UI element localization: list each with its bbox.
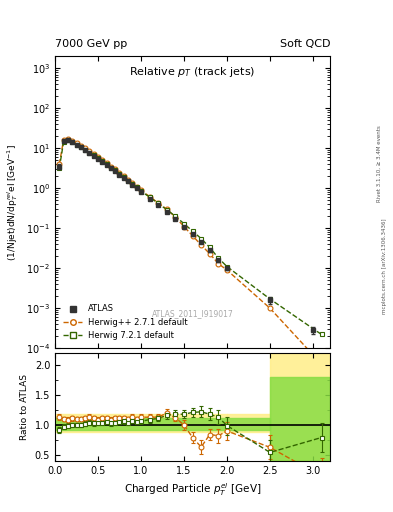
Y-axis label: (1/Njet)dN/dp$^{rel}_{T}$el [GeV$^{-1}$]: (1/Njet)dN/dp$^{rel}_{T}$el [GeV$^{-1}$]: [6, 144, 20, 261]
Text: Rivet 3.1.10, ≥ 3.4M events: Rivet 3.1.10, ≥ 3.4M events: [377, 125, 382, 202]
X-axis label: Charged Particle $p^{el}_{T}$ [GeV]: Charged Particle $p^{el}_{T}$ [GeV]: [124, 481, 261, 498]
Y-axis label: Ratio to ATLAS: Ratio to ATLAS: [20, 374, 29, 440]
Text: Relative $p_{T}$ (track jets): Relative $p_{T}$ (track jets): [129, 65, 256, 79]
Legend: ATLAS, Herwig++ 2.7.1 default, Herwig 7.2.1 default: ATLAS, Herwig++ 2.7.1 default, Herwig 7.…: [59, 301, 192, 344]
Text: mcplots.cern.ch [arXiv:1306.3436]: mcplots.cern.ch [arXiv:1306.3436]: [382, 219, 387, 314]
Text: Soft QCD: Soft QCD: [280, 38, 330, 49]
Text: 7000 GeV pp: 7000 GeV pp: [55, 38, 127, 49]
Text: ATLAS_2011_I919017: ATLAS_2011_I919017: [152, 309, 233, 317]
